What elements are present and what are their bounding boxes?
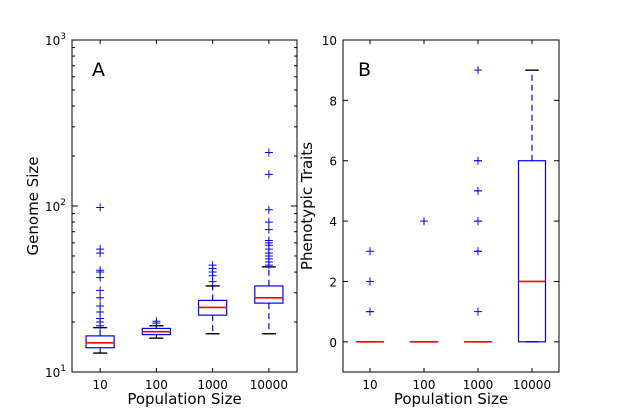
panel-b-ylabel: Phenotypic Traits — [298, 142, 316, 270]
flier-point — [264, 170, 273, 179]
y-tick-label: 4 — [329, 215, 337, 229]
flier-point — [420, 217, 428, 226]
box — [254, 285, 284, 304]
y-tick-label: 101 — [45, 364, 66, 380]
y-tick-label: 6 — [329, 155, 337, 169]
x-tick-label: 1000 — [197, 378, 228, 392]
panel-a-xlabel: Population Size — [127, 390, 241, 408]
panel-b-letter: B — [358, 59, 371, 81]
box — [517, 160, 547, 343]
flier-point — [366, 307, 374, 316]
flier-point — [474, 156, 482, 165]
x-tick-label: 10 — [92, 378, 107, 392]
flier-point — [474, 307, 482, 316]
x-tick-label: 100 — [413, 378, 436, 392]
flier-point — [208, 261, 217, 270]
flier-point — [152, 317, 161, 326]
panel-b-ticks: 10 100 1000 10000 0 2 4 6 8 10 — [322, 34, 559, 392]
x-tick-label: 100 — [145, 378, 168, 392]
flier-point — [474, 186, 482, 195]
panel-a-ylabel: Genome Size — [24, 157, 42, 256]
flier-point — [96, 293, 105, 302]
y-tick-label: 8 — [329, 94, 337, 108]
panel-a-letter: A — [92, 59, 105, 81]
flier-point — [96, 301, 105, 310]
flier-point — [264, 218, 273, 227]
panel-a-marks — [85, 148, 284, 354]
y-tick-label: 102 — [45, 198, 66, 214]
x-tick-label: 10000 — [250, 378, 288, 392]
flier-point — [474, 247, 482, 256]
panel-b-xlabel: Population Size — [394, 390, 508, 408]
flier-point — [96, 245, 105, 254]
panel-b-marks — [355, 66, 547, 343]
flier-point — [96, 266, 105, 275]
panel-a-ticks: 10 100 1000 10000 101 102 103 — [45, 32, 297, 392]
y-tick-label: 10 — [322, 34, 337, 48]
panel-a-frame — [71, 39, 298, 373]
flier-point — [366, 277, 374, 286]
flier-point — [474, 66, 482, 75]
y-tick-label: 2 — [329, 275, 337, 289]
x-tick-label: 1000 — [463, 378, 494, 392]
flier-point — [264, 236, 273, 245]
flier-point — [96, 203, 105, 212]
flier-point — [264, 205, 273, 214]
flier-point — [264, 148, 273, 157]
panel-b-frame — [342, 39, 560, 373]
flier-point — [264, 225, 273, 234]
y-tick-label: 103 — [45, 32, 66, 48]
y-tick-label: 0 — [329, 336, 337, 350]
panel-a-genome-size: 10 100 1000 10000 101 102 103 A Population Siz… — [24, 32, 298, 408]
x-tick-label: 10 — [362, 378, 377, 392]
flier-point — [96, 286, 105, 295]
x-tick-label: 10000 — [513, 378, 551, 392]
box — [85, 335, 115, 349]
flier-point — [474, 217, 482, 226]
flier-point — [366, 247, 374, 256]
